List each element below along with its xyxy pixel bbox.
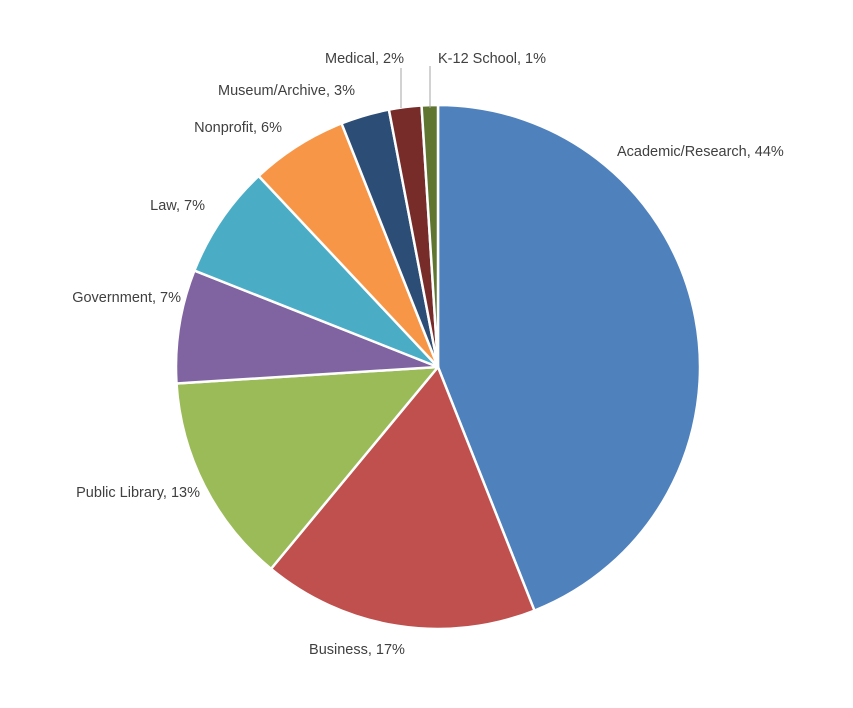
- pie-slice-government: [174, 269, 440, 385]
- slices-layer: [174, 103, 702, 631]
- data-label-government: Government, 7%: [72, 290, 181, 306]
- leader-lines-layer: [400, 66, 431, 108]
- pie-slice-business: [269, 365, 536, 631]
- labels-layer: Academic/Research, 44% Business, 17% Publi…: [72, 51, 784, 658]
- data-label-museum-archive: Museum/Archive, 3%: [218, 83, 355, 99]
- data-label-public-library: Public Library, 13%: [76, 485, 200, 501]
- data-label-k-12-school: K-12 School, 1%: [438, 51, 546, 67]
- data-label-medical: Medical, 2%: [325, 51, 404, 67]
- data-label-nonprofit: Nonprofit, 6%: [194, 120, 282, 136]
- pie-slice-academic-research: [436, 103, 702, 612]
- data-label-academic-research: Academic/Research, 44%: [617, 144, 784, 160]
- pie-slice-public-library: [175, 365, 440, 571]
- data-label-business: Business, 17%: [309, 642, 405, 658]
- pie-slice-law: [193, 174, 440, 369]
- data-label-law: Law, 7%: [150, 198, 205, 214]
